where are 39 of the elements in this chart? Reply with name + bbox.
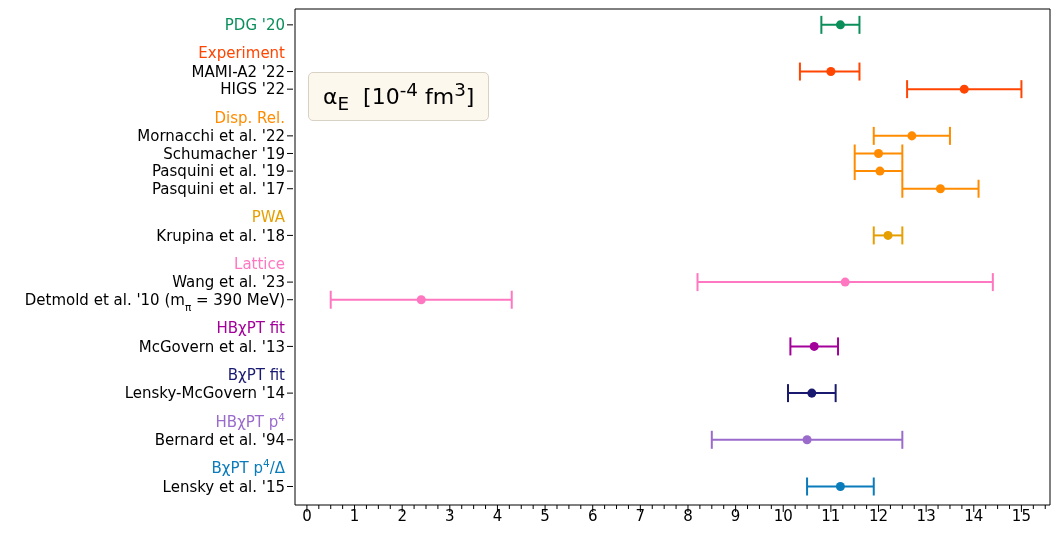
y-tick-label: Pasquini et al. '19 [151, 162, 285, 181]
x-tick-label: 6 [587, 507, 598, 525]
text: Lattice [234, 254, 285, 273]
x-tick-label: 8 [683, 507, 693, 525]
y-tick-label: MAMI-A2 '22 [191, 62, 285, 81]
y-tick-label: Pasquini et al. '17 [151, 179, 285, 198]
y-tick-label: Detmold et al. '10 (m$_{π}$ = 390 MeV) [24, 290, 285, 313]
x-tick-label: 4 [492, 507, 503, 525]
y-tick-label: Krupina et al. '18 [156, 226, 285, 245]
y-tick-label: Bernard et al. '94 [154, 431, 285, 450]
text: PWA [251, 208, 286, 227]
x-tick-label: 3 [445, 507, 455, 525]
x-tick-label: 12 [868, 507, 889, 525]
x-tick-label: 0 [302, 507, 312, 525]
y-tick-label: Lensky-McGovern '14 [124, 384, 285, 403]
text: Disp. Rel. [214, 108, 285, 127]
text: Experiment [198, 44, 286, 63]
x-tick-label: 5 [540, 507, 550, 525]
x-tick-label: 7 [635, 507, 646, 525]
text: BχPT fit [227, 365, 286, 384]
text: HBχPT p$^{4}$ [215, 410, 286, 431]
x-tick-label: 14 [964, 507, 984, 525]
text: BχPT p$^{4}$/Δ [211, 457, 286, 478]
x-tick-label: 11 [821, 507, 841, 525]
text: PDG '20 [224, 16, 285, 35]
x-tick-label: 13 [916, 507, 936, 525]
y-tick-label: Schumacher '19 [163, 144, 285, 163]
x-tick-label: 9 [730, 507, 741, 525]
x-tick-label: 1 [349, 507, 360, 525]
x-tick-label: 15 [1011, 507, 1031, 525]
y-tick-label: HIGS '22 [220, 80, 285, 99]
text: HBχPT fit [216, 319, 286, 338]
y-tick-label: Wang et al. '23 [172, 273, 285, 292]
annotation: α$_{E}$ [10$^{-4}$ fm$^{3}$] [308, 72, 490, 121]
y-tick-label: McGovern et al. '13 [138, 337, 285, 356]
y-tick-label: Lensky et al. '15 [162, 477, 285, 496]
x-tick-label: 2 [397, 507, 407, 525]
x-tick-label: 10 [773, 507, 793, 525]
y-tick-label: Mornacchi et al. '22 [137, 127, 285, 146]
